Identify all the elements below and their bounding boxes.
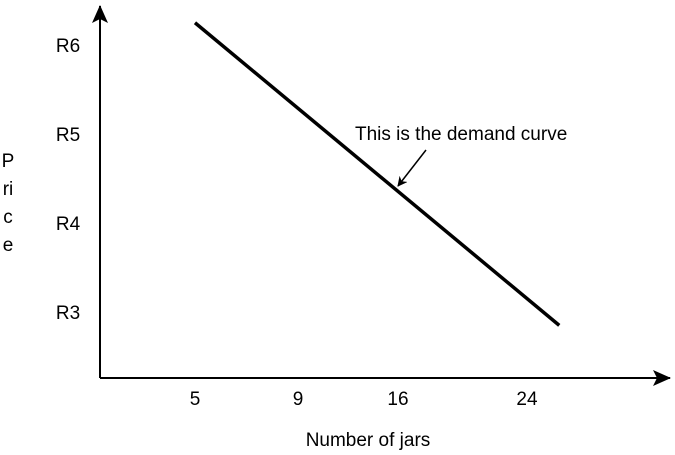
x-axis-label: Number of jars: [306, 430, 431, 451]
annotation-arrow: [397, 149, 427, 187]
x-tick-label: 5: [190, 389, 201, 410]
annotation-text: This is the demand curve: [355, 124, 567, 145]
y-tick-label: R3: [56, 303, 80, 324]
demand-curve-line: [193, 21, 561, 327]
y-tick-label: R5: [56, 125, 80, 146]
y-tick-label: R4: [56, 214, 81, 235]
x-tick-label: 16: [387, 389, 408, 410]
x-tick-label: 9: [293, 389, 304, 410]
y-tick-label: R6: [56, 36, 80, 57]
x-tick-label: 24: [516, 389, 538, 410]
y-axis-label: Price: [1, 151, 15, 256]
